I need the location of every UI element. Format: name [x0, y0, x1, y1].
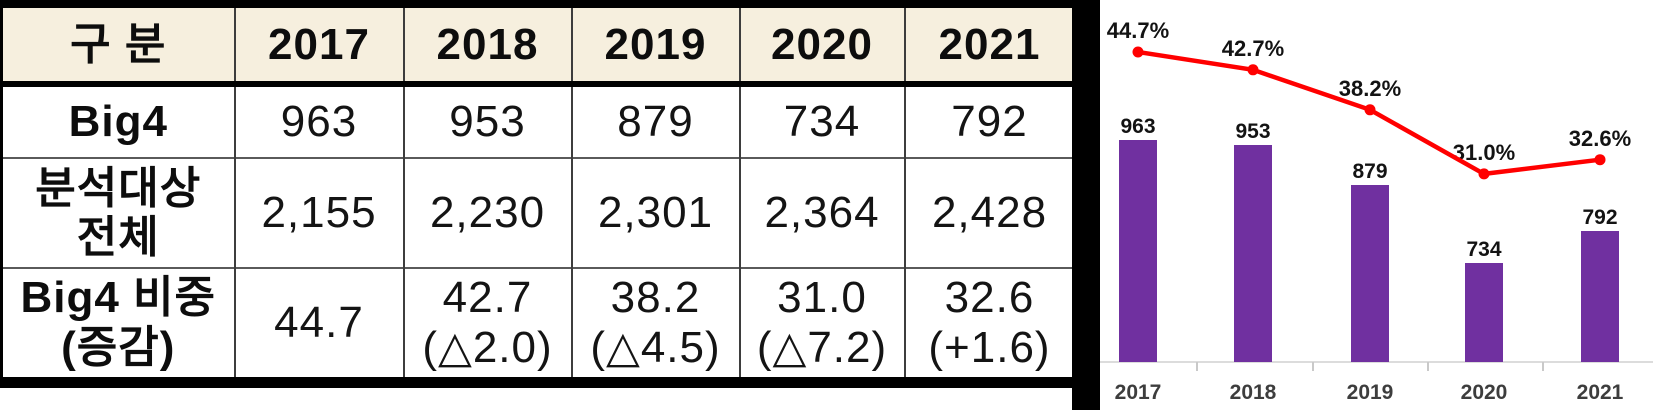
line-point [1478, 168, 1490, 180]
table-cell: 879 [570, 84, 740, 158]
bar-2020 [1465, 262, 1503, 362]
line-point [1364, 104, 1376, 116]
cell-value: 44.7 [274, 298, 364, 348]
trend-line [1132, 46, 1606, 180]
table-cell: 953 [402, 84, 572, 158]
percent-label: 32.6% [1568, 125, 1632, 151]
bar-value-label: 879 [1352, 159, 1388, 183]
cell-value: 792 [951, 97, 1028, 147]
table-cell: 2,155 [233, 157, 404, 268]
table-row-big4: Big4 963 953 879 734 792 [0, 84, 1074, 158]
cell-value: 42.7 [442, 273, 533, 323]
table-cell: 31.0 (△7.2) [738, 267, 905, 382]
row-label-text: Big4 비중 [20, 273, 217, 323]
bar-value-label: 963 [1120, 114, 1156, 138]
cell-delta: (△4.5) [590, 322, 721, 372]
table-header-row: 구 분 2017 2018 2019 2020 2021 [0, 4, 1074, 87]
row-label-text: 전체 [76, 213, 160, 262]
bar-2018 [1234, 144, 1272, 362]
row-label-text: Big4 [68, 97, 168, 147]
bar-value-label: 734 [1466, 237, 1502, 261]
x-axis-label: 2021 [1576, 381, 1624, 404]
bar-value-label: 953 [1235, 119, 1271, 143]
table-cell: 2,301 [570, 157, 740, 268]
bar-2019 [1351, 184, 1389, 362]
table-cell: 963 [233, 84, 404, 158]
row-label-share: Big4 비중 (증감) [0, 267, 235, 382]
tick-mark [1195, 362, 1198, 371]
col-header-2020: 2020 [738, 4, 905, 87]
percent-label: 44.7% [1106, 17, 1170, 43]
bar-2017 [1119, 139, 1157, 362]
table-cell: 42.7 (△2.0) [402, 267, 572, 382]
cell-value: 31.0 [777, 273, 867, 323]
cell-value: 38.2 [610, 273, 701, 323]
table-cell: 2,364 [738, 157, 905, 268]
stats-table-panel: 구 분 2017 2018 2019 2020 2021 Big4 963 95… [0, 0, 1074, 388]
table-cell: 32.6 (+1.6) [903, 267, 1074, 382]
panel-divider [1072, 0, 1100, 410]
table-row-total: 분석대상 전체 2,155 2,230 2,301 2,364 2,428 [0, 157, 1074, 268]
cell-value: 2,155 [261, 188, 377, 238]
line-point [1247, 64, 1259, 76]
x-axis-line [1100, 361, 1653, 363]
percent-label: 42.7% [1221, 35, 1285, 61]
x-axis-label: 2019 [1346, 381, 1394, 404]
cell-value: 879 [617, 97, 694, 147]
table-row-share: Big4 비중 (증감) 44.7 42.7 (△2.0) 38.2 (△4.5… [0, 267, 1074, 382]
tick-mark [1542, 362, 1544, 371]
cell-delta: (+1.6) [928, 322, 1051, 372]
table-cell: 2,428 [903, 157, 1074, 268]
tick-mark [1427, 362, 1429, 371]
cell-value: 734 [783, 97, 861, 147]
row-label-text: 분석대상 [35, 163, 202, 213]
cell-value: 963 [280, 97, 358, 147]
big4-share-chart: 963 44.7% 2017 953 42.7% 2018 879 38.2% 2019 734 3… [1100, 0, 1653, 410]
tick-mark [1311, 362, 1314, 371]
table-cell: 2,230 [402, 157, 572, 268]
percent-label: 38.2% [1338, 75, 1402, 101]
bar-value-label: 792 [1582, 206, 1618, 230]
x-axis-label: 2020 [1460, 381, 1508, 404]
cell-value: 2,428 [931, 188, 1048, 238]
row-label-text: (증감) [61, 322, 176, 372]
x-axis-label: 2017 [1114, 381, 1162, 404]
line-point [1594, 154, 1606, 166]
table-cell: 792 [903, 84, 1074, 158]
row-label-big4: Big4 [0, 84, 235, 158]
table-cell: 38.2 (△4.5) [570, 267, 740, 382]
line-point [1132, 46, 1144, 58]
cell-value: 2,230 [429, 188, 546, 238]
cell-delta: (△2.0) [422, 322, 553, 372]
col-header-category: 구 분 [0, 4, 235, 87]
col-header-2017: 2017 [233, 4, 404, 87]
col-header-2019: 2019 [570, 4, 740, 87]
stats-table: 구 분 2017 2018 2019 2020 2021 Big4 963 95… [0, 0, 1074, 388]
table-cell: 44.7 [233, 267, 404, 382]
cell-value: 2,301 [597, 188, 714, 238]
col-header-2018: 2018 [402, 4, 572, 87]
cell-delta: (△7.2) [756, 322, 888, 372]
cell-value: 2,364 [764, 188, 880, 238]
col-header-2021: 2021 [903, 4, 1074, 87]
x-axis-label: 2018 [1229, 381, 1277, 404]
row-label-total: 분석대상 전체 [0, 157, 235, 268]
bar-2021 [1581, 231, 1619, 362]
cell-value: 953 [449, 97, 526, 147]
cell-value: 32.6 [944, 273, 1035, 323]
table-cell: 734 [738, 84, 905, 158]
